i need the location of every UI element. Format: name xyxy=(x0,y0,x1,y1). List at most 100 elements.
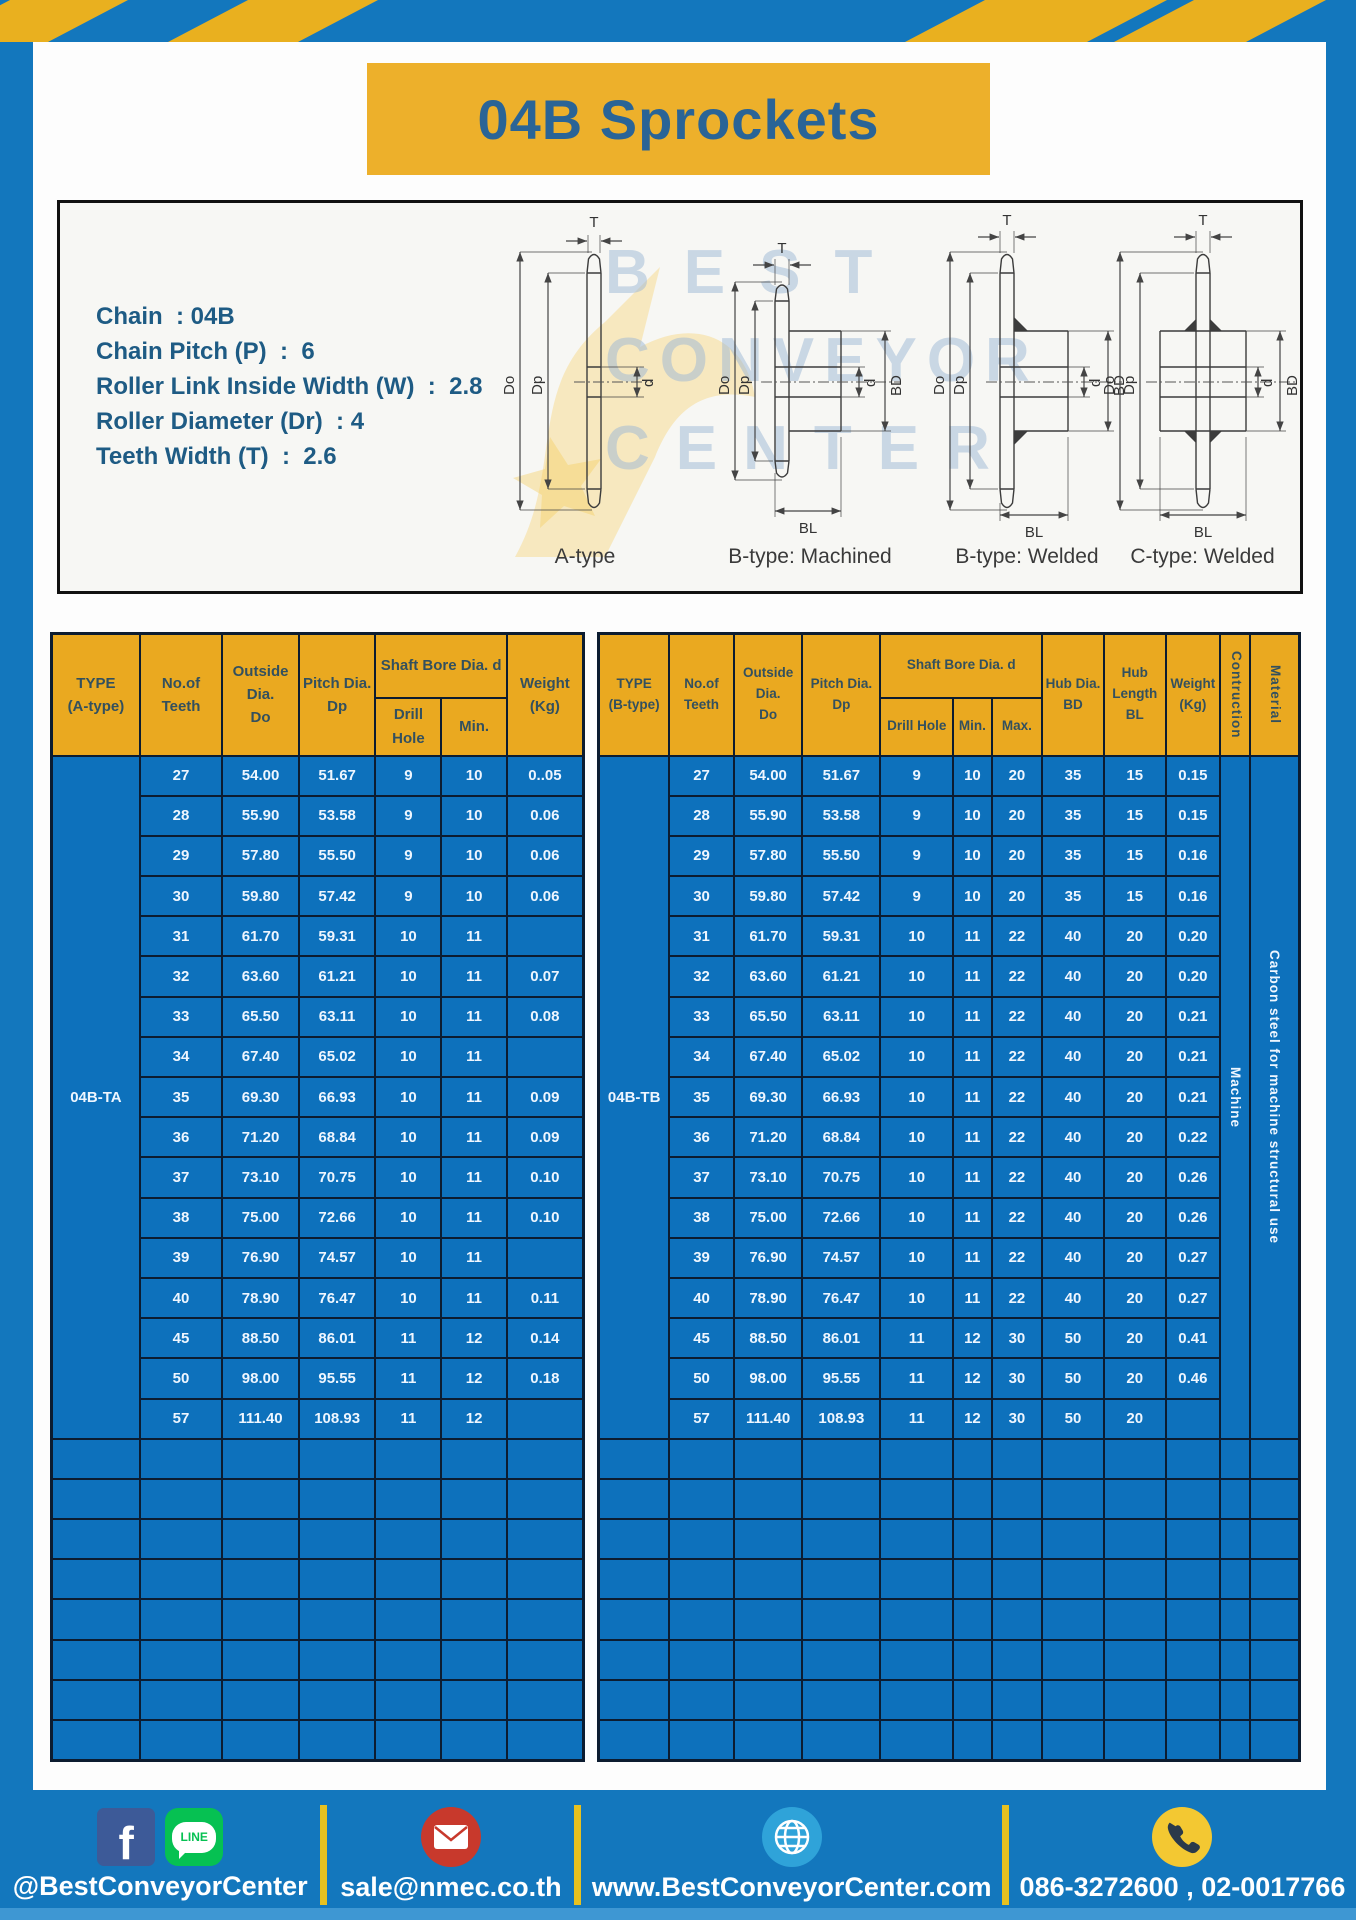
table-cell xyxy=(732,1598,804,1641)
table-cell: 30 xyxy=(990,1397,1044,1440)
empty-row xyxy=(597,1518,1301,1561)
header-pitch-dia: Pitch Dia. Dp xyxy=(297,632,377,757)
table-cell: 40 xyxy=(138,1276,224,1320)
table-cell: 39 xyxy=(668,1236,735,1279)
website-label[interactable]: www.BestConveyorCenter.com xyxy=(591,1872,992,1902)
table-cell: 12 xyxy=(952,1357,993,1400)
table-cell: 10 xyxy=(879,1156,955,1199)
table-cell xyxy=(50,1598,141,1641)
table-cell: 10 xyxy=(374,955,443,998)
table-cell: 0.21 xyxy=(1164,1075,1222,1119)
table-cell: 95.55 xyxy=(801,1357,882,1400)
table-cell: 20 xyxy=(1102,1075,1167,1119)
footer-website-section: www.BestConveyorCenter.com xyxy=(581,1790,1002,1920)
table-cell xyxy=(732,1477,804,1521)
empty-row xyxy=(597,1718,1301,1762)
table-cell: 0.27 xyxy=(1164,1236,1222,1279)
table-cell: 73.10 xyxy=(221,1156,300,1199)
table-cell: 0.20 xyxy=(1164,915,1222,958)
table-cell xyxy=(297,1598,377,1641)
table-cell: 11 xyxy=(440,955,508,998)
table-cell: 10 xyxy=(374,1035,443,1079)
table-cell: 0.26 xyxy=(1164,1196,1222,1239)
table-cell xyxy=(801,1638,882,1681)
empty-row xyxy=(50,1558,585,1601)
table-cell: 111.40 xyxy=(732,1397,804,1440)
dim-bd-label: BD xyxy=(888,375,905,396)
dim-t-label: T xyxy=(589,214,598,231)
table-cell xyxy=(801,1678,882,1722)
table-cell: 11 xyxy=(952,1075,993,1119)
table-cell: 0.26 xyxy=(1164,1156,1222,1199)
table-cell: 20 xyxy=(1102,1397,1167,1440)
hazard-stripes-icon xyxy=(0,0,1356,42)
table-cell: 40 xyxy=(1041,1075,1105,1119)
table-cell xyxy=(505,915,585,958)
table-cell: 9 xyxy=(374,794,443,837)
header-min: Min. xyxy=(440,696,508,757)
table-cell xyxy=(879,1718,955,1762)
table-cell xyxy=(374,1718,443,1762)
dim-do-label: Do xyxy=(501,376,518,395)
table-cell: 0.41 xyxy=(1164,1317,1222,1360)
social-handle-label[interactable]: @BestConveyorCenter xyxy=(12,1871,308,1901)
line-icon[interactable]: LINE xyxy=(165,1808,224,1866)
table-cell: 22 xyxy=(990,1276,1044,1320)
title-banner: 04B Sprockets xyxy=(367,63,990,175)
table-cell xyxy=(801,1558,882,1601)
email-label[interactable]: sale@nmec.co.th xyxy=(340,1872,562,1902)
table-cell xyxy=(374,1477,443,1521)
table-cell xyxy=(990,1437,1044,1480)
table-cell: 0.11 xyxy=(505,1276,585,1320)
table-cell xyxy=(374,1518,443,1561)
table-cell: 15 xyxy=(1102,834,1167,878)
table-cell: 22 xyxy=(990,955,1044,998)
dim-d-label: d xyxy=(1087,379,1104,387)
table-cell xyxy=(597,1477,671,1521)
sprocket-section-icon: T Do Dp d BD BL xyxy=(716,240,905,537)
table-cell xyxy=(505,1397,585,1440)
dim-d-label: d xyxy=(862,379,879,387)
email-icon[interactable] xyxy=(420,1807,481,1867)
table-cell xyxy=(1219,1477,1252,1521)
table-cell xyxy=(1219,1518,1252,1561)
empty-row xyxy=(597,1477,1301,1521)
table-cell: 11 xyxy=(952,995,993,1038)
table-cell: 111.40 xyxy=(221,1397,300,1440)
table-cell: 53.58 xyxy=(801,794,882,837)
header-hub-dia: Hub Dia. BD xyxy=(1041,632,1105,757)
table-cell xyxy=(297,1678,377,1722)
table-cell: 20 xyxy=(1102,1035,1167,1079)
table-cell: 15 xyxy=(1102,794,1167,837)
table-cell: 50 xyxy=(138,1357,224,1400)
table-cell: 55.90 xyxy=(732,794,804,837)
phone-icon[interactable] xyxy=(1152,1807,1213,1867)
facebook-icon[interactable]: f xyxy=(97,1808,156,1866)
table-cell: 10 xyxy=(952,875,993,918)
globe-icon[interactable] xyxy=(761,1807,822,1867)
empty-row xyxy=(50,1638,585,1681)
table-cell xyxy=(374,1678,443,1722)
table-cell: 98.00 xyxy=(221,1357,300,1400)
dim-d-label: d xyxy=(640,379,657,387)
phone-numbers-label[interactable]: 086-3272600 , 02-0017766 xyxy=(1019,1872,1346,1902)
table-cell: 0.46 xyxy=(1164,1357,1222,1400)
table-cell: 76.47 xyxy=(297,1276,377,1320)
table-cell xyxy=(732,1718,804,1762)
table-cell: 10 xyxy=(374,995,443,1038)
header-drill-hole: Drill Hole xyxy=(374,696,443,757)
table-cell xyxy=(1041,1638,1105,1681)
diagram-caption: B-type: Welded xyxy=(955,545,1099,568)
table-cell xyxy=(440,1598,508,1641)
table-cell: 10 xyxy=(879,1276,955,1320)
table-cell xyxy=(297,1518,377,1561)
table-cell xyxy=(597,1678,671,1722)
table-cell: 29 xyxy=(668,834,735,878)
table-cell: 33 xyxy=(138,995,224,1038)
spec-line: Teeth Width (T) : 2.6 xyxy=(96,443,337,470)
header-weight: Weight (Kg) xyxy=(1164,632,1222,757)
table-cell: 39 xyxy=(138,1236,224,1279)
table-cell: 15 xyxy=(1102,754,1167,797)
table-cell xyxy=(374,1638,443,1681)
table-cell xyxy=(879,1437,955,1480)
